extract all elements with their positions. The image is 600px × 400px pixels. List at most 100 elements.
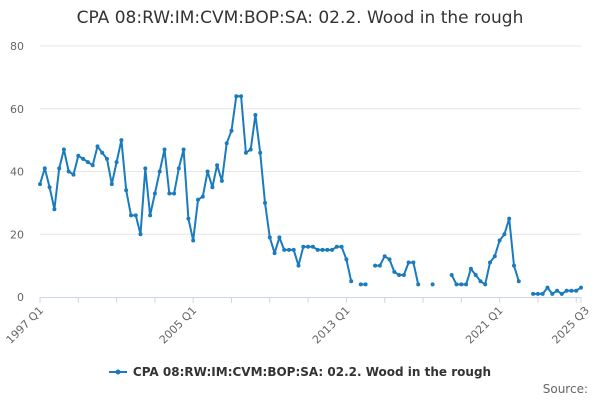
data-point [502,232,507,237]
data-point [47,185,52,190]
x-axis: 1997 Q1 2005 Q1 2013 Q1 2021 Q1 2025 Q3 [4,297,592,346]
data-point [162,147,167,152]
series-line-segment [375,255,420,285]
series-points [38,94,583,296]
source-label: Source: [542,382,588,396]
legend-label: CPA 08:RW:IM:CVM:BOP:SA: 02.2. Wood in t… [132,365,492,379]
data-point [119,138,124,143]
chart-title: CPA 08:RW:IM:CVM:BOP:SA: 02.2. Wood in t… [76,8,524,28]
data-point [105,156,109,161]
data-point [373,263,378,268]
data-point [401,273,406,277]
data-point [282,247,287,252]
data-point [363,282,368,287]
data-point [272,251,277,256]
data-point [57,166,62,171]
data-point [71,172,76,177]
data-point [181,147,186,152]
data-point [301,244,306,249]
data-point [387,257,392,262]
series-line-segment [39,95,353,282]
y-tick-label: 40 [10,166,24,179]
data-point [38,182,42,187]
data-point [100,150,105,155]
data-point [85,160,90,165]
data-point [219,178,224,183]
data-point [535,291,540,296]
data-point [76,153,81,158]
data-point [540,291,545,296]
x-tick-label: 1997 Q1 [4,304,47,347]
data-point [339,244,344,249]
y-tick-label: 60 [10,103,24,116]
data-point [124,188,129,193]
data-point [492,254,497,259]
data-point [330,247,334,252]
data-point [497,238,502,243]
data-point [291,247,296,252]
data-point [574,288,579,293]
data-point [559,291,564,296]
gridlines [40,45,581,235]
data-point [454,282,459,287]
data-point [143,166,148,171]
data-point [459,282,464,287]
data-point [157,169,162,174]
data-point [176,166,181,171]
data-point [172,191,177,196]
data-point [478,279,483,284]
data-point [397,273,402,277]
y-tick-label: 20 [10,228,24,241]
data-point [66,169,71,174]
data-point [258,150,263,155]
data-point [229,128,234,133]
data-point [148,213,153,218]
data-point [109,182,114,187]
data-point [138,232,143,237]
data-point [191,238,196,243]
data-point [516,279,521,284]
series-line [39,95,582,295]
data-point [569,288,574,293]
data-point [243,150,248,155]
data-point [234,94,239,99]
data-point [564,288,569,293]
y-axis: 0 20 40 60 80 [10,40,24,304]
x-tick-label: 2025 Q3 [549,304,592,347]
data-point [129,213,133,218]
data-point [167,191,172,196]
data-point [507,216,512,221]
data-point [263,200,267,205]
data-point [186,216,191,221]
data-point [483,282,488,287]
data-point [196,197,200,202]
data-point [531,291,536,296]
data-point [382,254,387,259]
data-point [325,247,330,252]
data-point [344,257,349,262]
legend-line-icon [108,369,127,375]
data-point [248,147,253,152]
data-point [239,94,244,99]
data-point [464,282,469,287]
series-line-segment [450,217,520,286]
y-tick-label: 0 [17,291,24,304]
data-point [52,207,57,212]
data-point [545,285,550,290]
data-point [358,282,363,287]
data-point [392,269,397,274]
data-point [315,247,320,252]
data-point [133,213,138,218]
data-point [334,244,339,249]
data-point [277,235,282,240]
data-point [224,141,229,146]
data-point [488,260,492,265]
data-point [267,235,272,240]
data-point [550,291,555,296]
legend[interactable]: CPA 08:RW:IM:CVM:BOP:SA: 02.2. Wood in t… [0,365,600,379]
data-point [579,285,583,290]
x-tick-label: 2005 Q1 [157,304,200,347]
data-point [81,156,86,161]
data-point [430,282,435,287]
